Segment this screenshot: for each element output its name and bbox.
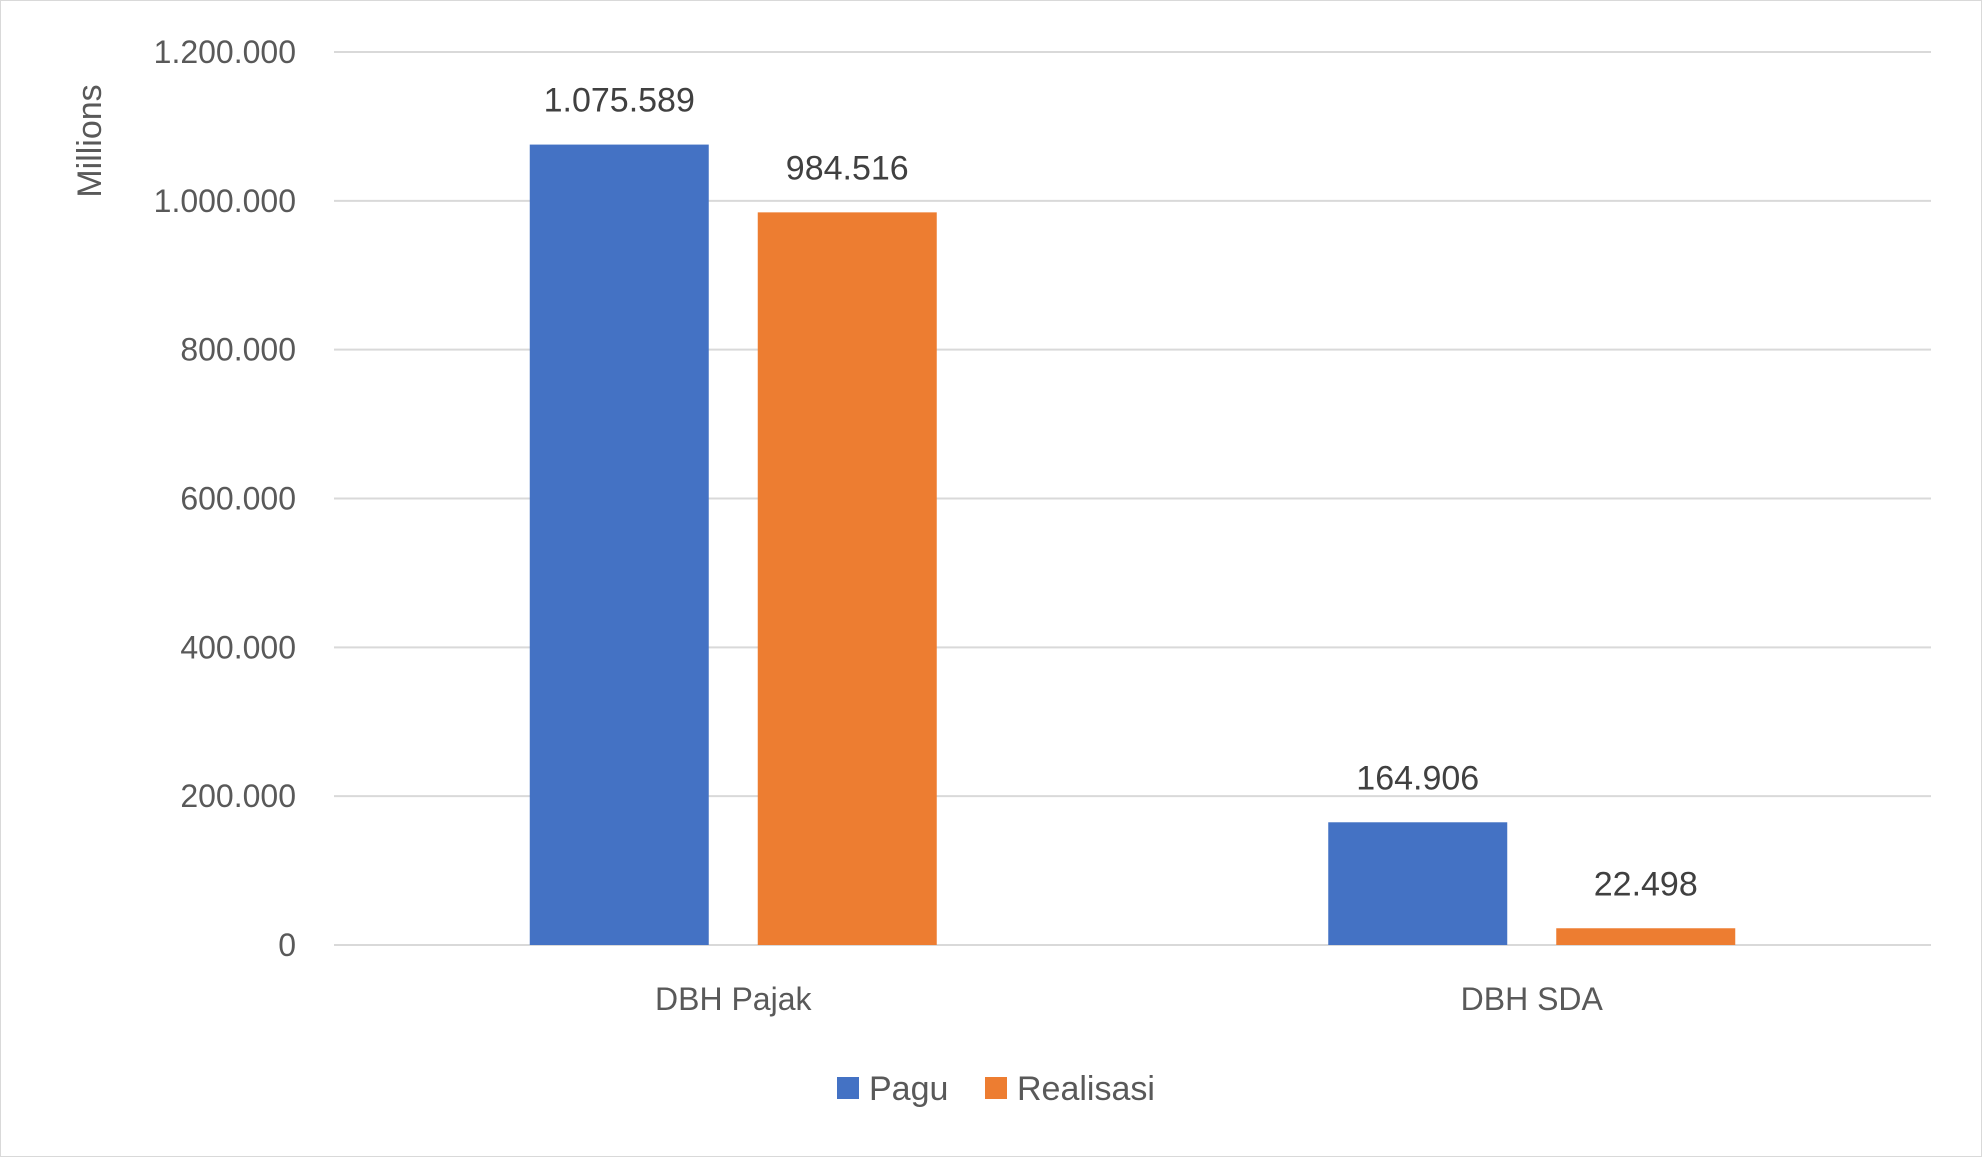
y-tick-label: 600.000 <box>180 481 296 517</box>
y-tick-label: 1.200.000 <box>154 34 296 70</box>
bars <box>529 144 1736 945</box>
legend: Pagu Realisasi <box>837 1070 1155 1108</box>
x-category-label: DBH SDA <box>1461 981 1604 1017</box>
bar-pagu-1 <box>529 144 709 945</box>
y-tick-label: 200.000 <box>180 778 296 814</box>
legend-label-pagu: Pagu <box>869 1070 948 1108</box>
bar-pagu-2 <box>1328 822 1508 945</box>
y-tick-label: 0 <box>278 927 296 963</box>
y-axis-ticks: 0 200.000 400.000 600.000 800.000 1.000.000 1.… <box>154 34 296 963</box>
legend-swatch-realisasi <box>985 1077 1007 1099</box>
y-tick-label: 400.000 <box>180 629 296 665</box>
data-label: 984.516 <box>786 149 909 187</box>
data-label: 164.906 <box>1356 759 1479 797</box>
bar-realisasi-2 <box>1556 928 1736 945</box>
data-label: 22.498 <box>1594 865 1698 903</box>
y-tick-label: 1.000.000 <box>154 183 296 219</box>
bar-realisasi-1 <box>757 212 937 945</box>
x-axis-categories: DBH Pajak DBH SDA <box>655 981 1604 1017</box>
data-label: 1.075.589 <box>544 82 695 120</box>
x-category-label: DBH Pajak <box>655 981 813 1017</box>
y-axis-title: Millions <box>71 84 109 197</box>
legend-swatch-pagu <box>837 1077 859 1099</box>
y-tick-label: 800.000 <box>180 332 296 368</box>
legend-label-realisasi: Realisasi <box>1017 1070 1155 1108</box>
data-labels: 1.075.589 984.516 164.906 22.498 <box>544 82 1698 904</box>
